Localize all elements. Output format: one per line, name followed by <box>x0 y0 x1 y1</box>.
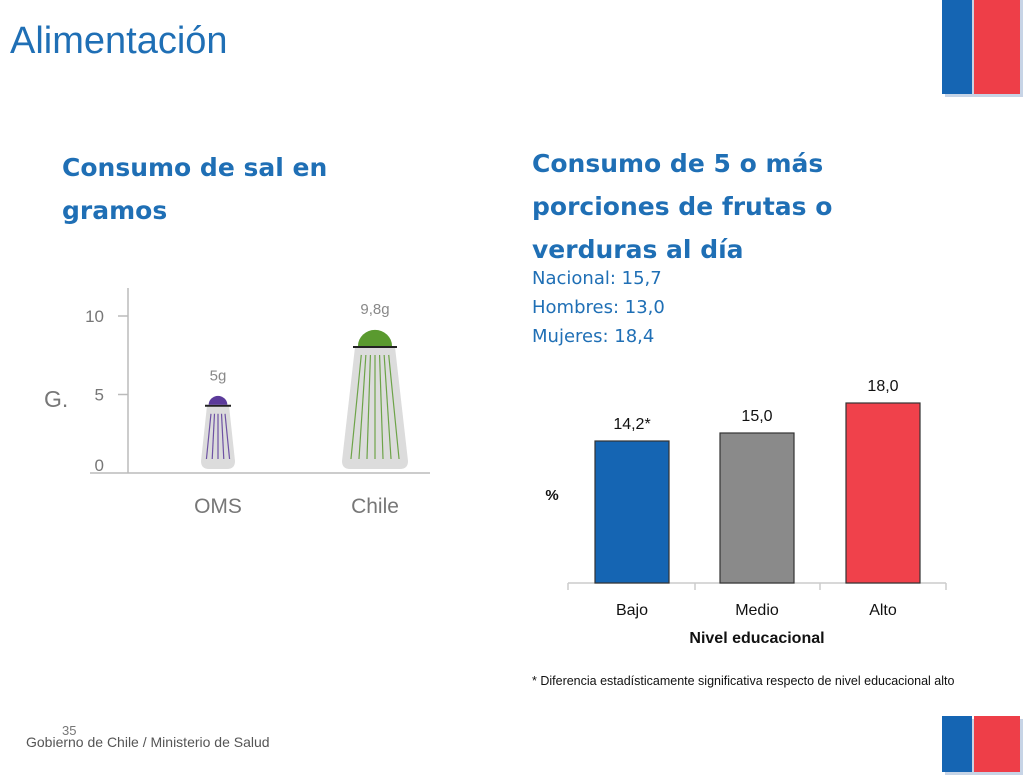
data-label-medio: 15,0 <box>741 408 772 425</box>
shaker-stripe <box>383 354 392 460</box>
shaker-stripe <box>224 413 231 460</box>
shaker-stripe <box>378 354 384 460</box>
footer-text: Gobierno de Chile / Ministerio de Salud <box>26 734 270 750</box>
data-label-oms: 5g <box>210 367 227 384</box>
category-label-bajo: Bajo <box>616 602 648 619</box>
category-label-alto: Alto <box>869 602 897 619</box>
fruit-heading-line-1: Consumo de 5 o más <box>532 149 824 178</box>
footnote: * Diferencia estadísticamente significat… <box>532 674 955 688</box>
page-number: 35 <box>62 723 77 738</box>
shaker-stripe <box>358 354 367 460</box>
bar-medio <box>719 432 795 584</box>
x-axis-label: Nivel educacional <box>689 630 824 647</box>
data-label-chile: 9,8g <box>360 301 389 318</box>
data-label-alto: 18,0 <box>867 380 898 395</box>
stat-nacional: Nacional: 15,7 <box>532 268 662 289</box>
flag-logo-top <box>942 0 1023 97</box>
salt-heading-line-2: gramos <box>62 196 168 225</box>
category-label-oms: OMS <box>194 495 242 518</box>
shaker-cap-oms <box>208 395 228 405</box>
shaker-cap-chile <box>358 329 392 346</box>
y-tick-label: 0 <box>95 456 104 475</box>
salt-heading-line-1: Consumo de sal en <box>62 153 328 182</box>
page-title: Alimentación <box>10 20 228 62</box>
fruit-chart: % Nivel educacional 14,2* Bajo 15,0 Medio 18,0… <box>545 380 947 647</box>
shaker-stripe <box>388 354 400 460</box>
shaker-stripe <box>366 354 372 460</box>
y-axis-label: % <box>545 487 558 504</box>
y-tick-label: 5 <box>95 386 104 405</box>
shaker-stripe <box>211 413 216 460</box>
y-axis-label: G. <box>44 386 68 412</box>
data-label-bajo: 14,2* <box>613 416 650 433</box>
salt-chart: 0 5 10 G. 5g OMS 9,8g Chile <box>44 288 430 518</box>
salt-chart-heading: Consumo de sal en gramos <box>62 146 462 232</box>
shaker-stripe <box>350 354 362 460</box>
shaker-stripe <box>220 413 225 460</box>
stat-mujeres: Mujeres: 18,4 <box>532 326 655 347</box>
flag-logo-bottom <box>942 716 1023 775</box>
bar-bajo <box>594 440 670 584</box>
bar-alto <box>845 402 921 584</box>
category-label-chile: Chile <box>351 495 399 518</box>
fruit-heading-line-3: verduras al día <box>532 235 744 264</box>
stat-hombres: Hombres: 13,0 <box>532 297 665 318</box>
y-tick-label: 10 <box>85 307 104 326</box>
category-label-medio: Medio <box>735 602 779 619</box>
fruit-heading-line-2: porciones de frutas o <box>532 192 833 221</box>
fruit-chart-heading: Consumo de 5 o más porciones de frutas o… <box>532 142 952 271</box>
shaker-stripe <box>205 413 212 460</box>
